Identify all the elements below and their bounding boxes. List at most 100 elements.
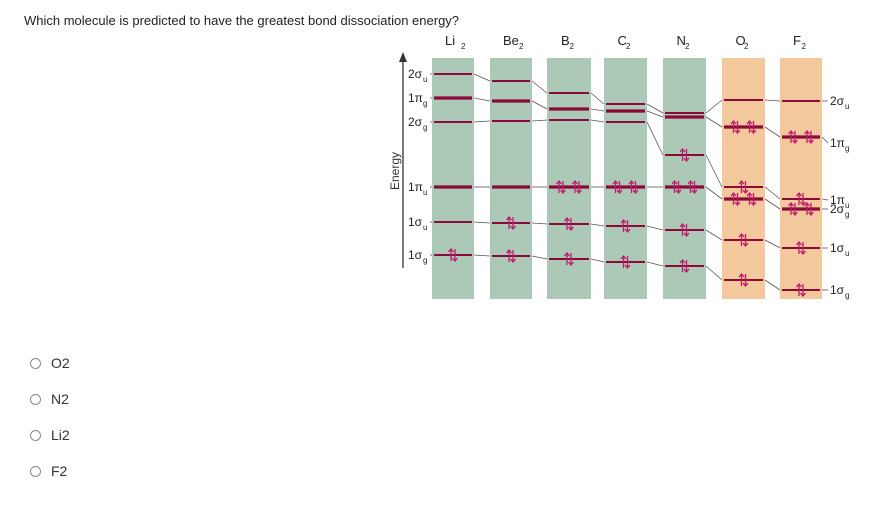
orbital-label-left: 1σ (408, 248, 423, 262)
correlation-line (646, 121, 664, 156)
molecule-label: F (793, 33, 801, 48)
electron-down-arrow-icon (800, 242, 806, 256)
electron-up-arrow-icon (679, 222, 686, 236)
electron-up-arrow-icon (620, 218, 627, 232)
electron-up-arrow-icon (612, 179, 619, 193)
electron-up-arrow-icon (796, 282, 802, 296)
electron-up-arrow-icon (796, 191, 802, 205)
orbital-label-right: 2σ (830, 202, 845, 216)
electron-down-arrow-icon (734, 121, 741, 135)
electron-up-arrow-icon (564, 216, 570, 230)
correlation-line (473, 254, 491, 257)
electron-up-arrow-icon (572, 179, 578, 193)
orbital-label-left: 2σ (408, 115, 423, 129)
correlation-line (764, 126, 781, 138)
radio-button[interactable] (30, 393, 41, 405)
orbital-subscript-right: g (845, 210, 849, 219)
radio-button[interactable] (30, 465, 41, 477)
option-li2[interactable]: Li2 (30, 427, 70, 443)
molecule-label: C (618, 33, 627, 48)
electron-down-arrow-icon (683, 224, 690, 238)
axis-arrow-icon (399, 52, 407, 62)
correlation-line (531, 100, 548, 110)
orbital-label-left: 1σ (408, 215, 423, 229)
orbital-label-right: 2σ (830, 94, 845, 108)
electron-down-arrow-icon (683, 260, 690, 274)
electron-down-arrow-icon (452, 249, 458, 263)
axis-label-energy: Energy (388, 152, 402, 190)
molecule-subscript: 2 (802, 42, 807, 51)
electron-up-arrow-icon (788, 129, 794, 143)
electron-down-arrow-icon (568, 253, 574, 267)
molecule-column (780, 58, 822, 299)
electron-down-arrow-icon (576, 181, 582, 195)
orbital-subscript-right: u (845, 201, 849, 210)
molecule-column (490, 58, 532, 299)
correlation-line (821, 198, 829, 201)
molecule-label: B (561, 33, 570, 48)
option-f2[interactable]: F2 (30, 463, 67, 479)
electron-up-arrow-icon (738, 272, 745, 286)
electron-down-arrow-icon (750, 193, 757, 207)
radio-button[interactable] (30, 357, 41, 369)
electron-down-arrow-icon (568, 218, 574, 232)
electron-up-arrow-icon (506, 248, 512, 262)
correlation-line (646, 110, 664, 118)
electron-down-arrow-icon (632, 181, 639, 195)
electron-up-arrow-icon (628, 179, 635, 193)
option-n2[interactable]: N2 (30, 391, 69, 407)
electron-up-arrow-icon (671, 179, 678, 193)
molecule-label: Li (445, 33, 455, 48)
correlation-line (531, 119, 548, 122)
electron-up-arrow-icon (687, 179, 694, 193)
correlation-line (764, 198, 781, 210)
electron-up-arrow-icon (804, 201, 810, 215)
option-label: O2 (51, 355, 70, 371)
radio-button[interactable] (30, 429, 41, 441)
orbital-label-left: 2σ (408, 67, 423, 81)
molecule-subscript: 2 (744, 42, 749, 51)
molecule-label: Be (503, 33, 519, 48)
electron-down-arrow-icon (792, 131, 798, 145)
correlation-line (473, 97, 491, 102)
orbital-subscript-left: u (423, 188, 427, 197)
option-o2[interactable]: O2 (30, 355, 70, 371)
correlation-line (473, 120, 491, 123)
orbital-subscript-left: g (423, 123, 427, 132)
electron-up-arrow-icon (730, 191, 737, 205)
molecule-subscript: 2 (519, 42, 524, 51)
correlation-line (590, 119, 605, 123)
correlation-line (590, 92, 605, 105)
electron-up-arrow-icon (746, 191, 753, 205)
electron-down-arrow-icon (624, 256, 631, 270)
question-text: Which molecule is predicted to have the … (24, 13, 460, 28)
molecule-subscript: 2 (461, 42, 466, 51)
correlation-line (705, 229, 723, 241)
molecule-label: N (677, 33, 686, 48)
orbital-label-left: 1π (408, 91, 423, 105)
electron-up-arrow-icon (448, 247, 454, 261)
electron-down-arrow-icon (691, 181, 698, 195)
orbital-label-right: 1π (830, 136, 845, 150)
electron-down-arrow-icon (808, 131, 814, 145)
electron-down-arrow-icon (808, 203, 814, 217)
orbital-subscript-right: g (845, 291, 849, 300)
orbital-subscript-right: u (845, 102, 849, 111)
correlation-line (590, 108, 605, 112)
electron-down-arrow-icon (510, 217, 516, 231)
electron-down-arrow-icon (742, 234, 749, 248)
electron-up-arrow-icon (506, 215, 512, 229)
correlation-line (764, 279, 781, 291)
correlation-line (646, 103, 664, 114)
orbital-subscript-right: u (845, 249, 849, 258)
electron-up-arrow-icon (620, 254, 627, 268)
electron-up-arrow-icon (796, 240, 802, 254)
electron-down-arrow-icon (624, 220, 631, 234)
electron-down-arrow-icon (750, 121, 757, 135)
correlation-line (646, 225, 664, 231)
correlation-line (764, 239, 781, 249)
molecule-column (663, 58, 706, 299)
electron-up-arrow-icon (556, 179, 562, 193)
correlation-line (705, 265, 723, 281)
